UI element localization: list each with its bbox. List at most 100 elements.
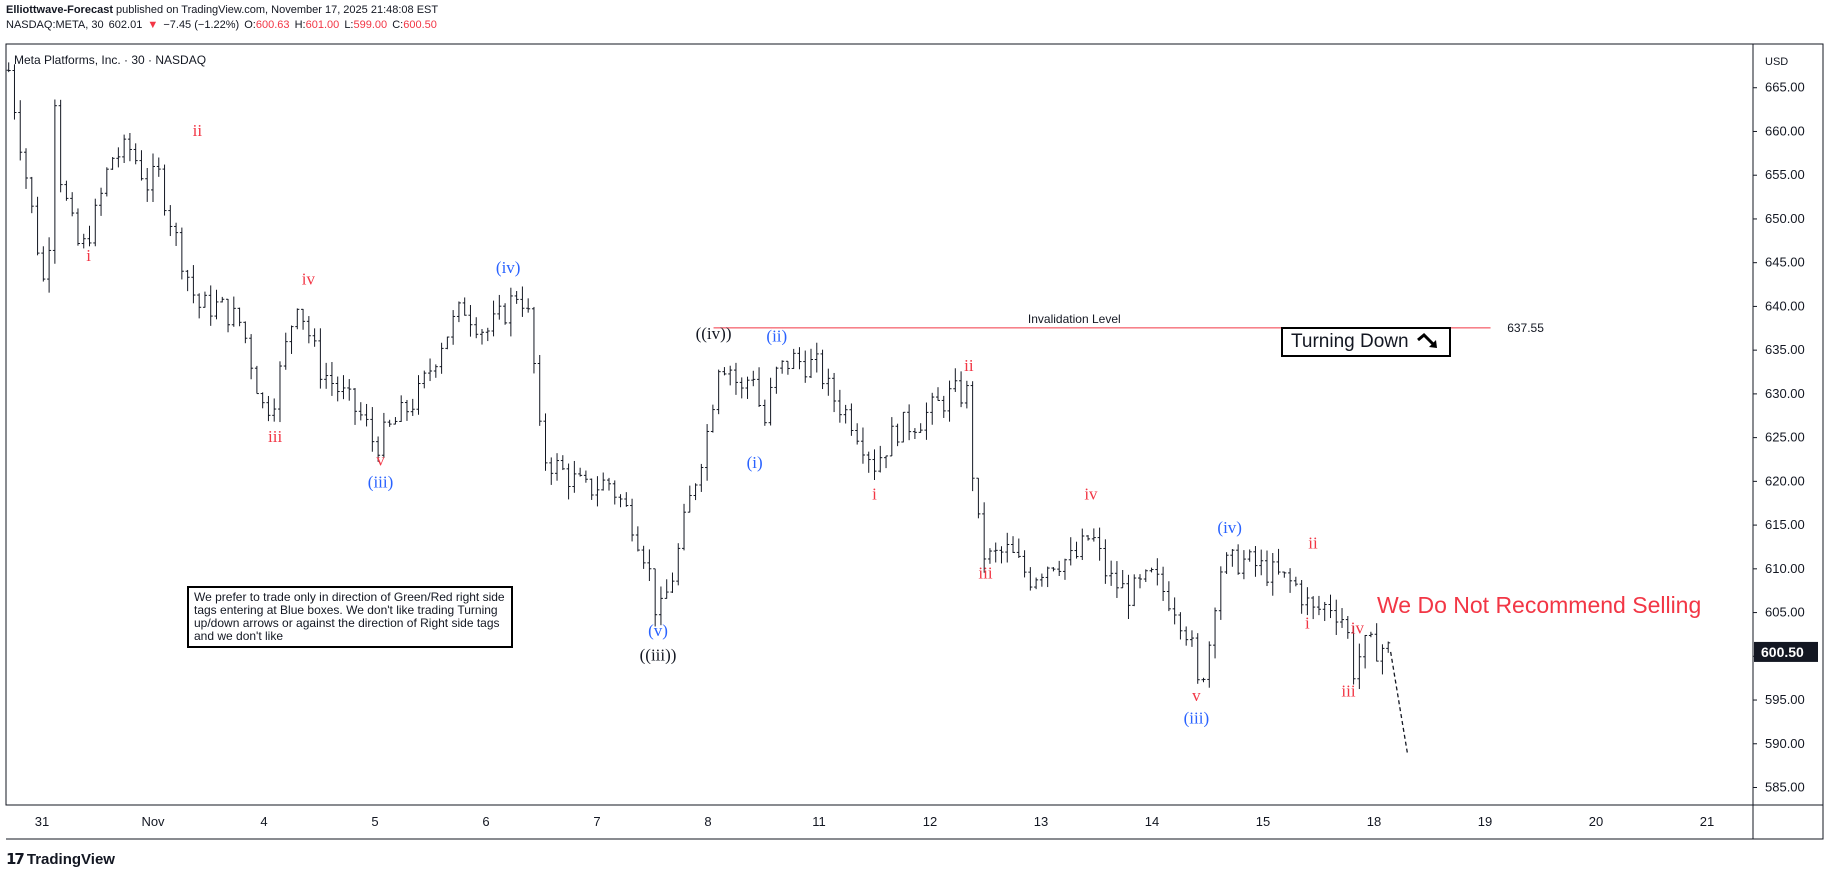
ohlc-bar <box>1189 630 1194 647</box>
wave-label: iii <box>268 427 282 446</box>
ohlc-bar <box>306 316 311 344</box>
x-tick-label: 11 <box>812 814 826 829</box>
ohlc-bar <box>318 328 323 389</box>
tradingview-mark-icon: 𝟭𝟳 <box>6 851 25 868</box>
ohlc-bar <box>151 153 155 202</box>
ohlc-bar <box>1132 574 1137 607</box>
wave-label: (iv) <box>1217 518 1242 537</box>
ohlc-bar <box>780 360 785 374</box>
wave-label: i <box>1305 613 1310 632</box>
x-tick-label: 8 <box>704 814 711 829</box>
ohlc-bar <box>762 399 767 426</box>
open-value: 600.63 <box>255 19 290 31</box>
ohlc-bar <box>1166 581 1171 612</box>
ohlc-bar <box>1288 568 1293 593</box>
ohlc-bar <box>122 134 127 163</box>
projection-line <box>1390 651 1408 753</box>
ohlc-bar <box>491 300 496 337</box>
ohlc-bar <box>133 143 138 165</box>
ohlc-bar <box>1386 641 1391 653</box>
ohlc-bar <box>1213 607 1218 659</box>
no-sell-note: We Do Not Recommend Selling <box>1377 592 1702 618</box>
ohlc-bar <box>664 579 669 599</box>
ohlc-bar <box>1114 561 1119 598</box>
ohlc-bar <box>272 398 277 422</box>
ohlc-bar <box>745 376 750 399</box>
ohlc-bar <box>1201 677 1206 683</box>
ohlc-bar <box>329 362 334 396</box>
ohlc-bar <box>595 476 600 507</box>
ohlc-bar <box>1138 574 1143 589</box>
ohlc-bar <box>889 417 894 457</box>
y-tick-label: 590.00 <box>1765 736 1805 751</box>
ohlc-bar <box>243 321 248 344</box>
price-bars <box>6 62 1391 690</box>
wave-label: (iii) <box>1184 709 1210 728</box>
ohlc-bar <box>341 375 346 400</box>
ohlc-bar <box>1345 616 1350 639</box>
ohlc-bar <box>1270 552 1275 596</box>
ohlc-bar <box>399 395 404 422</box>
ohlc-bar <box>682 503 687 551</box>
wave-label: iii <box>1341 682 1355 701</box>
ohlc-bar <box>214 289 219 320</box>
y-axis[interactable]: 585.00590.00595.00600.00605.00610.00615.… <box>1753 80 1805 795</box>
ohlc-bar <box>254 365 259 395</box>
x-tick-label: 15 <box>1256 814 1270 829</box>
ohlc-bar <box>1374 623 1379 662</box>
ohlc-bar <box>1126 574 1131 620</box>
ohlc-line: NASDAQ:META, 30 602.01 ▼ −7.45 (−1.22%) … <box>6 18 439 33</box>
ohlc-bar <box>1322 601 1327 622</box>
ohlc-bar <box>364 403 369 427</box>
low-label: L: <box>344 19 354 31</box>
invalidation-label: Invalidation Level <box>1028 312 1121 326</box>
ohlc-bar <box>58 99 63 193</box>
x-axis[interactable]: 31 Nov 4 5 6 7 8 11 12 13 14 15 18 19 20 21 <box>35 814 1714 829</box>
ohlc-bar <box>168 205 173 237</box>
ohlc-bar <box>687 485 692 513</box>
tradingview-logo[interactable]: 𝟭𝟳 TradingView <box>6 850 115 869</box>
ohlc-bar <box>1062 558 1067 580</box>
ohlc-bar <box>47 237 52 293</box>
ohlc-bar <box>624 492 629 507</box>
ohlc-bar <box>1276 548 1281 575</box>
x-tick-label: 21 <box>1700 814 1714 829</box>
ohlc-bar <box>1299 579 1304 614</box>
ohlc-bar <box>618 494 623 508</box>
ohlc-bar <box>439 342 444 374</box>
ohlc-bar <box>497 294 502 320</box>
ohlc-bar <box>676 543 681 586</box>
published-text: published on TradingView.com, November 1… <box>116 4 439 16</box>
last-price: 602.01 <box>108 19 143 31</box>
y-tick-label: 620.00 <box>1765 473 1805 488</box>
last-price-box <box>1754 641 1818 662</box>
ohlc-bar <box>1149 567 1154 573</box>
ohlc-bar <box>982 502 987 573</box>
ohlc-bar <box>855 423 860 445</box>
ohlc-bar <box>1091 528 1096 542</box>
ohlc-bar <box>809 348 814 379</box>
wave-label: ((iv)) <box>696 324 732 343</box>
ohlc-bar <box>445 336 450 350</box>
ohlc-bar <box>820 349 825 390</box>
publisher-name[interactable]: Elliottwave-Forecast <box>6 4 113 16</box>
wave-label: ((iii)) <box>640 646 677 665</box>
ohlc-bar <box>1051 567 1056 572</box>
x-tick-label: 18 <box>1367 814 1381 829</box>
ohlc-bar <box>1184 626 1189 646</box>
y-tick-label: 635.00 <box>1765 342 1805 357</box>
high-value: 601.00 <box>305 19 340 31</box>
ohlc-bar <box>976 477 981 519</box>
ohlc-bar <box>231 296 236 327</box>
ohlc-bar <box>289 325 294 354</box>
x-tick-label: 6 <box>482 814 489 829</box>
ohlc-bar <box>197 293 202 319</box>
x-tick-label: 5 <box>371 814 378 829</box>
last-price-label: 600.50 <box>1761 644 1804 660</box>
ohlc-bar <box>451 310 456 345</box>
ohlc-bar <box>347 379 352 401</box>
ohlc-bar <box>987 548 992 564</box>
publisher-line: Elliottwave-Forecast published on Tradin… <box>6 3 439 18</box>
chart-title: Meta Platforms, Inc. · 30 · NASDAQ <box>14 53 206 67</box>
